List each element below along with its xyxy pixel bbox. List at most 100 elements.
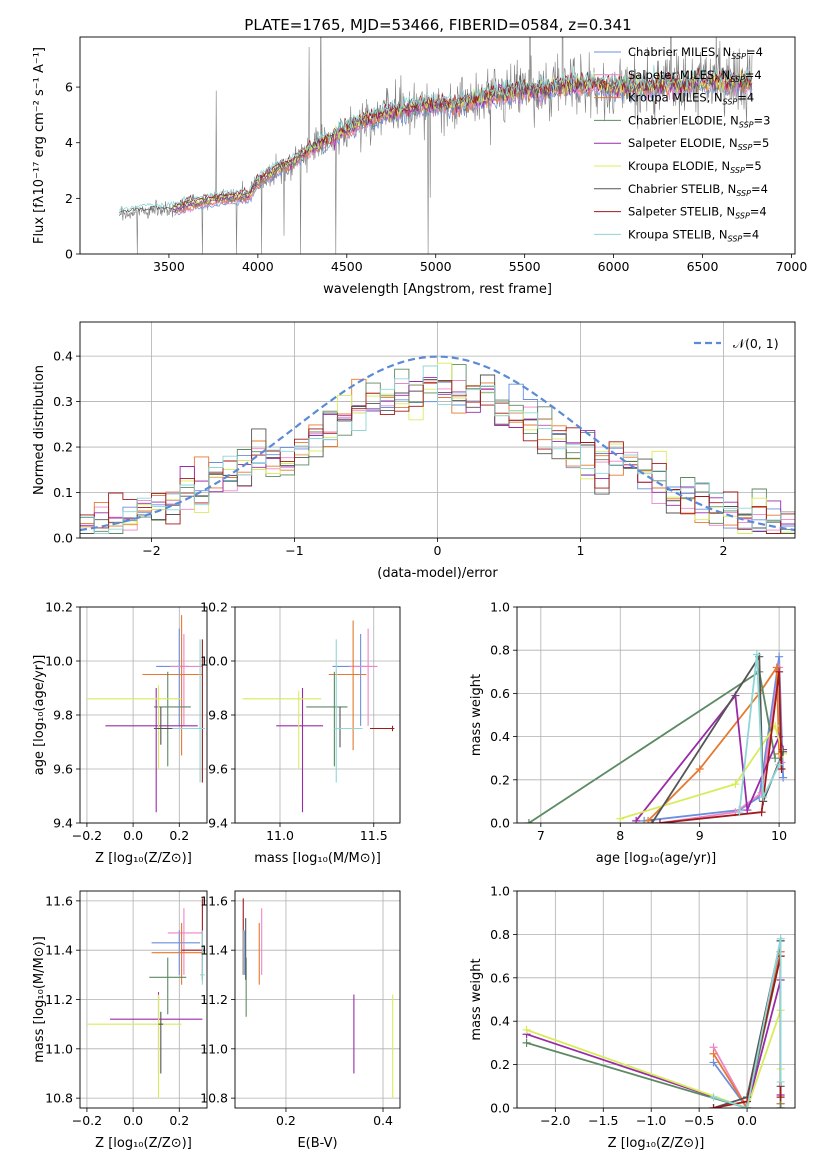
- x-tick-label: 5500: [509, 259, 541, 274]
- errorbar-point: [149, 957, 187, 1015]
- errorbar-point: [349, 628, 378, 726]
- y-tick-label: 11.2: [45, 992, 73, 1007]
- y-tick-label: 0.2: [53, 440, 73, 455]
- spectrum-ylabel: Flux [fλ10⁻¹⁷ erg cm⁻² s⁻¹ A⁻¹]: [32, 47, 47, 244]
- mass-weight-marker: [524, 819, 533, 823]
- y-tick-label: 9.8: [208, 708, 228, 723]
- mass-weight-marker: [695, 765, 704, 773]
- errorbar-point: [306, 671, 348, 767]
- y-tick-label: 1.0: [490, 884, 510, 899]
- mass-weight-marker: [777, 765, 786, 773]
- age-vs-Z-marks: [86, 615, 205, 813]
- y-tick-label: 9.8: [53, 708, 73, 723]
- x-tick-label: 4000: [242, 259, 274, 274]
- legend-entry: Salpeter STELIB, NSSP=4: [628, 205, 767, 221]
- x-tick-label: 2: [720, 543, 728, 558]
- normal-reference-curve: [80, 355, 795, 532]
- residual-histogram: [80, 365, 795, 534]
- x-tick-label: 10: [771, 828, 787, 843]
- y-tick-label: 2: [65, 191, 73, 206]
- x-tick-label: −1.5: [588, 1113, 618, 1128]
- y-tick-label: 10.2: [200, 600, 228, 615]
- age-vs-mass-xlabel: mass [log₁₀(M/M⊙)]: [254, 851, 381, 866]
- mass-weight-marker: [522, 1038, 531, 1047]
- legend-entry: Chabrier MILES, NSSP=4: [628, 45, 763, 61]
- y-tick-label: 0.3: [53, 394, 73, 409]
- mass-vs-Z-axes: −0.2 0.0 0.2 10.8 11.0 11.2 11.4 11.6 Z [log₁₀(Z…: [32, 890, 208, 1151]
- age-vs-mass-axes: 11.0 11.5 9.4 9.6 9.8 10.0 10.2 mass [log₁₀(M/M…: [200, 600, 401, 866]
- mass-vs-Z-xlabel: Z [log₁₀(Z/Z⊙)]: [95, 1136, 192, 1151]
- y-tick-label: 0.8: [490, 643, 510, 658]
- x-tick-label: 9: [696, 828, 704, 843]
- x-tick-label: 0: [434, 543, 442, 558]
- x-tick-label: −0.5: [684, 1113, 714, 1128]
- spectrum-xlabel: wavelength [Angstrom, rest frame]: [323, 282, 552, 297]
- x-tick-label: 0.4: [373, 1113, 393, 1128]
- y-tick-label: 0.2: [490, 1057, 510, 1072]
- mass-weight-marker: [709, 1049, 718, 1058]
- errorbar-point: [334, 706, 363, 748]
- x-tick-label: 7: [537, 828, 545, 843]
- y-tick-label: 10.8: [45, 1091, 73, 1106]
- x-tick-label: 0.2: [169, 828, 189, 843]
- x-tick-label: −0.2: [72, 1113, 102, 1128]
- x-tick-label: 0.2: [276, 1113, 296, 1128]
- age-vs-Z-ylabel: age [log₁₀(age/yr)]: [32, 655, 47, 776]
- mass-weight-marker: [775, 667, 784, 676]
- mass-weight-marker: [616, 814, 625, 823]
- figure-title: PLATE=1765, MJD=53466, FIBERID=0584, z=0…: [244, 16, 631, 34]
- errorbar-point: [105, 688, 198, 813]
- mass-weight-marker: [776, 1077, 785, 1086]
- errorbar-point: [110, 992, 203, 1074]
- massweight-vs-age-axes: 7 8 9 10 0.0 0.2 0.4 0.6 0.8 1.0 age [log₁₀(age/yr…: [469, 600, 796, 866]
- errorbar-point: [370, 725, 395, 732]
- errorbar-point: [153, 671, 191, 767]
- legend-entry: 𝒩(0, 1): [733, 336, 779, 351]
- y-tick-label: 9.6: [208, 762, 228, 777]
- mass-weight-marker: [776, 1104, 785, 1108]
- mass-weight-marker: [779, 773, 788, 782]
- mass-weight-marker: [709, 1093, 718, 1102]
- mass-vs-ebv-axes: 0.2 0.4 10.8 11.0 11.2 11.4 11.6 E(B-V): [200, 890, 401, 1151]
- errorbar-point: [158, 1011, 164, 1074]
- y-tick-label: 11.4: [45, 943, 73, 958]
- mass-weight-marker: [776, 1093, 785, 1102]
- massweight-vs-age-marks: [524, 650, 788, 823]
- y-tick-label: 0: [65, 247, 73, 262]
- mass-weight-line: [713, 938, 782, 1108]
- mass-vs-Z-marks: [86, 898, 205, 1099]
- y-tick-label: 0.4: [53, 349, 73, 364]
- x-tick-label: −0.2: [72, 828, 102, 843]
- x-tick-label: −1: [285, 543, 303, 558]
- mass-weight-marker: [731, 780, 740, 789]
- mass-weight-marker: [735, 808, 744, 817]
- mass-vs-ebv-xlabel: E(B-V): [297, 1136, 337, 1151]
- massweight-vs-age-ylabel: mass weight: [469, 674, 484, 756]
- legend-entry: Kroupa MILES, NSSP=4: [628, 91, 754, 107]
- x-tick-label: 11.0: [266, 828, 294, 843]
- x-tick-label: 1: [577, 543, 585, 558]
- y-tick-label: 0.4: [490, 1014, 510, 1029]
- x-tick-label: −2: [142, 543, 160, 558]
- spectrum-legend: Chabrier MILES, NSSP=4 Salpeter MILES, NS…: [594, 45, 770, 243]
- spectrum-axes: 3500 4000 4500 5000 5500 6000 6500 7000 0 2 4 6 wave…: [32, 36, 807, 297]
- x-tick-label: −2.0: [540, 1113, 570, 1128]
- age-vs-Z-xlabel: Z [log₁₀(Z/Z⊙)]: [95, 851, 192, 866]
- mass-weight-line: [659, 671, 783, 823]
- errorbar-point: [167, 908, 203, 975]
- mass-weight-marker: [644, 816, 653, 823]
- x-tick-label: 6500: [687, 259, 719, 274]
- legend-entry: Salpeter MILES, NSSP=4: [628, 68, 762, 84]
- y-tick-label: 9.4: [53, 816, 73, 831]
- massweight-vs-Z-ylabel: mass weight: [469, 958, 484, 1040]
- y-tick-label: 10.2: [45, 600, 73, 615]
- y-tick-label: 0.8: [490, 927, 510, 942]
- mass-vs-ebv-marks: [242, 898, 394, 1099]
- residuals-xlabel: (data-model)/error: [377, 566, 498, 581]
- x-tick-label: 8: [616, 828, 624, 843]
- y-tick-label: 6: [65, 80, 73, 95]
- errorbar-point: [242, 690, 322, 769]
- mass-weight-marker: [772, 663, 781, 672]
- y-tick-label: 9.6: [53, 762, 73, 777]
- y-tick-label: 0.0: [490, 816, 510, 831]
